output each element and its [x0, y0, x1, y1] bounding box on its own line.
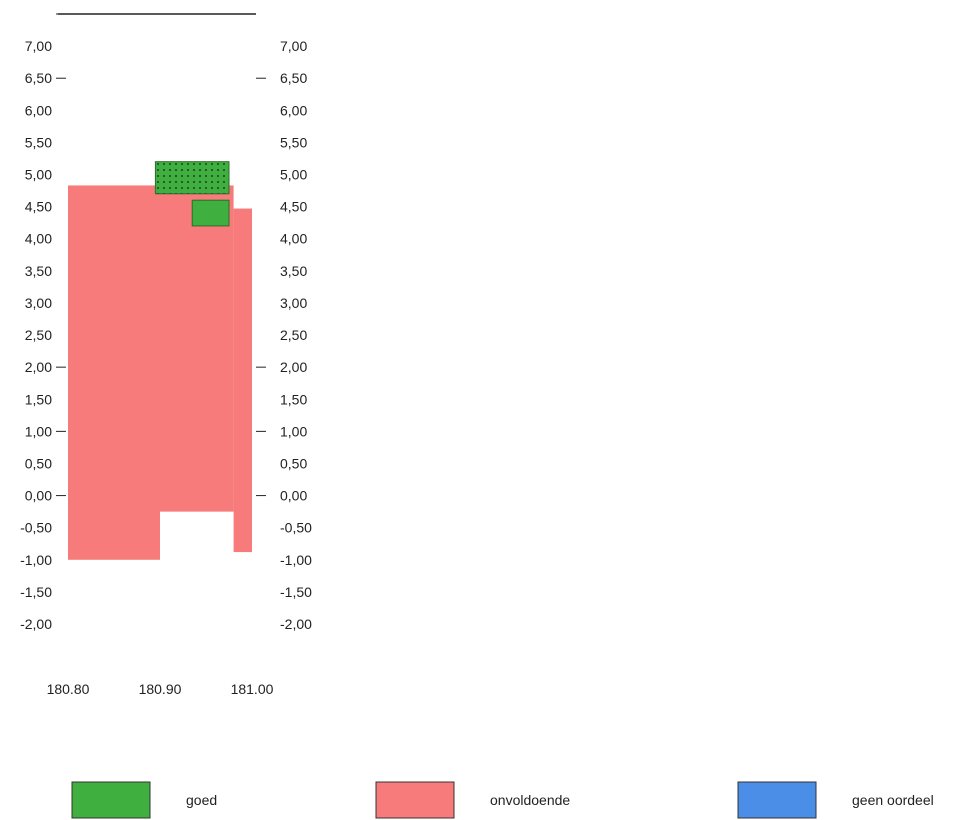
y-tick-label-left: 3,50 [25, 263, 52, 279]
y-tick-label-left: 4,50 [25, 199, 52, 215]
y-tick-label-right: 1,00 [280, 423, 307, 439]
bar-goed-1 [191, 199, 230, 227]
y-tick-label-right: 5,50 [280, 134, 307, 150]
y-tick-label-left: 2,50 [25, 327, 52, 343]
y-tick-label-right: 5,00 [280, 167, 307, 183]
y-tick-label-left: 3,00 [25, 295, 52, 311]
y-axis-left: 7,00 6,50 6,00 5,50 5,00 4,50 4,00 3,50 3,00 2,50… [20, 13, 66, 632]
y-tick-label-right: 0,00 [280, 488, 307, 504]
y-tick-label-right: 4,00 [280, 231, 307, 247]
y-tick-label-left: 0,00 [25, 488, 52, 504]
y-tick-label-left: -0,50 [20, 520, 52, 536]
bar-onvoldoende-2 [233, 208, 252, 553]
y-tick-label-right: -1,50 [280, 584, 312, 600]
legend: goed onvoldoende geen oordeel [71, 781, 934, 819]
y-tick-label-left: 1,00 [25, 423, 52, 439]
y-tick-label-left: 0,50 [25, 455, 52, 471]
y-tick-label-right: 3,00 [280, 295, 307, 311]
y-tick-label-right: 7,00 [280, 38, 307, 54]
legend-swatch-geen-oordeel [737, 781, 817, 819]
legend-label-geen-oordeel: geen oordeel [852, 792, 934, 808]
y-tick-label-right: -2,00 [280, 616, 312, 632]
y-tick-label-left: 2,00 [25, 359, 52, 375]
y-tick-label-right: 0,50 [280, 455, 307, 471]
y-tick-label-right: 2,50 [280, 327, 307, 343]
legend-label-goed: goed [186, 792, 217, 808]
legend-swatch-goed [71, 781, 151, 819]
y-tick-label-right: -0,50 [280, 520, 312, 536]
bar-onvoldoende-1 [160, 185, 234, 512]
y-tick-label-right: -1,00 [280, 552, 312, 568]
y-tick-label-left: -1,00 [20, 552, 52, 568]
y-tick-label-right: 6,50 [280, 70, 307, 86]
legend-swatch-onvoldoende [375, 781, 455, 819]
y-tick-label-right: 6,00 [280, 102, 307, 118]
y-tick-label-right: 3,50 [280, 263, 307, 279]
y-tick-label-left: 6,00 [25, 102, 52, 118]
legend-label-onvoldoende: onvoldoende [490, 792, 570, 808]
y-tick-label-left: -1,50 [20, 584, 52, 600]
bar-goed-0-pattern [155, 161, 229, 194]
y-tick-label-left: 5,50 [25, 134, 52, 150]
y-tick-label-left: 7,00 [25, 38, 52, 54]
y-tick-label-left: -2,00 [20, 616, 52, 632]
x-tick-label: 181.00 [231, 681, 274, 697]
y-axis-right: 7,00 6,50 6,00 5,50 5,00 4,50 4,00 3,50 3,00 2,50… [256, 38, 312, 632]
y-tick-label-right: 1,50 [280, 391, 307, 407]
x-tick-label: 180.80 [47, 681, 90, 697]
y-tick-label-left: 4,00 [25, 231, 52, 247]
y-tick-label-right: 4,50 [280, 199, 307, 215]
y-tick-label-left: 5,00 [25, 167, 52, 183]
plot-area [58, 13, 256, 560]
y-tick-label-left: 1,50 [25, 391, 52, 407]
x-axis: 180.80 180.90 181.00 [47, 681, 274, 697]
y-tick-label-left: 6,50 [25, 70, 52, 86]
bar-onvoldoende-0 [68, 185, 160, 560]
y-tick-label-right: 2,00 [280, 359, 307, 375]
x-tick-label: 180.90 [139, 681, 182, 697]
